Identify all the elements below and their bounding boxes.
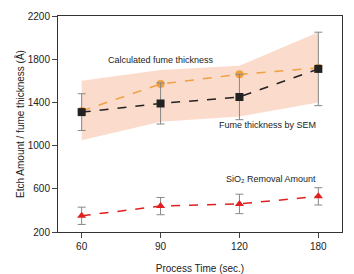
svg-text:1800: 1800 [28, 54, 51, 65]
svg-text:180: 180 [310, 241, 327, 252]
svg-text:SiO₂ Removal Amount: SiO₂ Removal Amount [226, 174, 316, 184]
svg-text:Process Time (sec.): Process Time (sec.) [156, 263, 244, 274]
svg-text:120: 120 [231, 241, 248, 252]
svg-text:600: 600 [33, 183, 50, 194]
svg-text:1000: 1000 [28, 140, 51, 151]
svg-text:200: 200 [33, 227, 50, 238]
svg-text:90: 90 [155, 241, 167, 252]
svg-text:Calculated fume thickness: Calculated fume thickness [108, 55, 214, 65]
svg-text:Etch Amount / fume thickness (: Etch Amount / fume thickness (Å) [14, 50, 26, 198]
svg-text:2200: 2200 [28, 11, 51, 22]
svg-text:60: 60 [76, 241, 88, 252]
svg-text:1400: 1400 [28, 97, 51, 108]
svg-text:Fume thickness by SEM: Fume thickness by SEM [219, 120, 316, 130]
